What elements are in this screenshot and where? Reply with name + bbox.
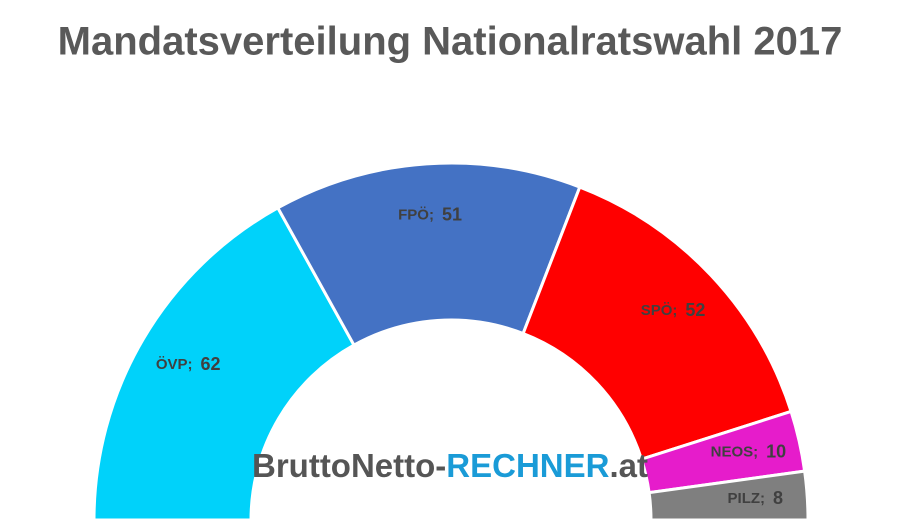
data-label: FPÖ; 51 (398, 204, 462, 224)
label-value: 51 (442, 204, 462, 224)
label-value: 62 (201, 354, 221, 374)
data-label: PILZ; 8 (728, 488, 784, 508)
watermark-part: BruttoNetto- (252, 447, 446, 484)
label-value: 8 (773, 488, 783, 508)
data-label: ÖVP; 62 (156, 354, 221, 374)
watermark-part: RECHNER (446, 447, 609, 484)
label-separator: ; (188, 356, 193, 373)
label-separator: ; (760, 490, 765, 507)
label-value: 52 (685, 300, 705, 320)
watermark-part: .at (609, 447, 648, 484)
chart-title: Mandatsverteilung Nationalratswahl 2017 (58, 20, 843, 64)
segment (275, 161, 582, 348)
label-separator: ; (429, 207, 434, 224)
data-label: SPÖ; 52 (641, 300, 706, 320)
label-name: NEOS (711, 443, 754, 460)
plot: ÖVP; 62 FPÖ; 51 SPÖ; 52 NEOS; 10 PILZ; 8 (92, 161, 810, 522)
watermark: BruttoNetto-RECHNER.at (252, 447, 648, 484)
segment (521, 185, 793, 462)
data-label: NEOS; 10 (711, 441, 787, 461)
label-name: PILZ (728, 490, 761, 507)
label-name: SPÖ (641, 302, 673, 319)
label-name: ÖVP (156, 356, 188, 373)
label-separator: ; (672, 302, 677, 319)
segment (647, 469, 810, 522)
label-separator: ; (753, 443, 758, 460)
label-value: 10 (766, 441, 786, 461)
segment (92, 205, 357, 522)
label-name: FPÖ (398, 207, 429, 224)
